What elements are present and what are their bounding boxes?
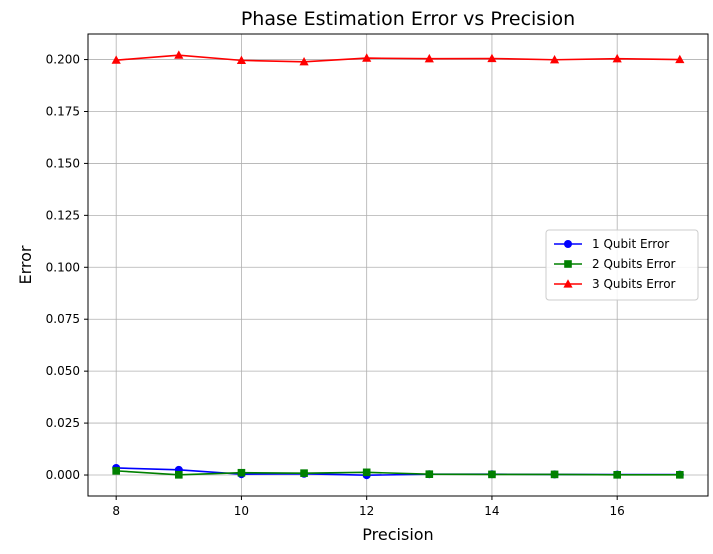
legend: 1 Qubit Error 2 Qubits Error 3 Qubits Erro…	[545, 229, 699, 301]
legend-marker	[563, 279, 573, 288]
legend-item: 2 Qubits Error	[554, 257, 676, 271]
data-point	[676, 471, 684, 479]
y-tick-label: 0.200	[46, 53, 80, 67]
data-point	[300, 469, 308, 477]
y-tick-label: 0.100	[46, 260, 80, 274]
x-tick-label: 16	[610, 504, 625, 518]
legend-marker	[564, 240, 572, 248]
x-axis-title: Precision	[362, 525, 433, 544]
data-point	[550, 470, 559, 479]
y-tick-label: 0.075	[46, 312, 80, 326]
legend-label: 3 Qubits Error	[592, 277, 676, 291]
y-tick-label: 0.000	[46, 468, 80, 482]
y-tick-label: 0.125	[46, 208, 80, 222]
data-point	[424, 53, 434, 63]
series-1	[112, 463, 684, 480]
series-3	[111, 50, 685, 66]
data-point	[112, 467, 120, 475]
data-point	[174, 50, 184, 59]
data-point	[362, 468, 371, 477]
data-point	[425, 470, 434, 478]
plot-frame	[87, 33, 709, 497]
series-2	[112, 467, 684, 479]
data-point	[236, 55, 247, 64]
x-tick-label: 14	[484, 504, 499, 518]
data-point	[675, 54, 685, 64]
data-point	[549, 54, 560, 64]
x-tick-label: 8	[112, 504, 120, 518]
y-tick-label: 0.175	[46, 104, 80, 118]
data-point	[488, 470, 496, 479]
x-axis: 8 10 12 14 16	[112, 496, 625, 518]
y-tick-label: 0.150	[46, 156, 80, 170]
data-point	[237, 468, 246, 477]
data-point	[487, 53, 497, 63]
data-point	[362, 53, 372, 62]
legend-label: 2 Qubits Error	[592, 257, 676, 271]
y-tick-label: 0.025	[46, 416, 80, 430]
legend-item: 3 Qubits Error	[554, 277, 676, 291]
legend-item: 1 Qubit Error	[554, 237, 669, 251]
data-point	[175, 471, 183, 479]
series-layer	[111, 50, 685, 480]
y-tick-label: 0.050	[46, 364, 80, 378]
y-axis-title: Error	[16, 245, 35, 284]
legend-box	[545, 229, 699, 301]
series-line	[116, 54, 680, 63]
x-tick-label: 10	[234, 504, 249, 518]
chart-title: Phase Estimation Error vs Precision	[241, 8, 575, 30]
data-point	[613, 471, 621, 479]
x-tick-label: 12	[359, 504, 374, 518]
data-point	[612, 53, 622, 63]
y-axis: 0.000 0.025 0.050 0.075 0.100 0.125 0.150 0.175…	[46, 53, 88, 482]
legend-marker	[564, 260, 572, 268]
legend-label: 1 Qubit Error	[592, 237, 669, 251]
data-point	[299, 57, 309, 66]
data-point	[111, 55, 121, 64]
series-line	[116, 470, 680, 476]
